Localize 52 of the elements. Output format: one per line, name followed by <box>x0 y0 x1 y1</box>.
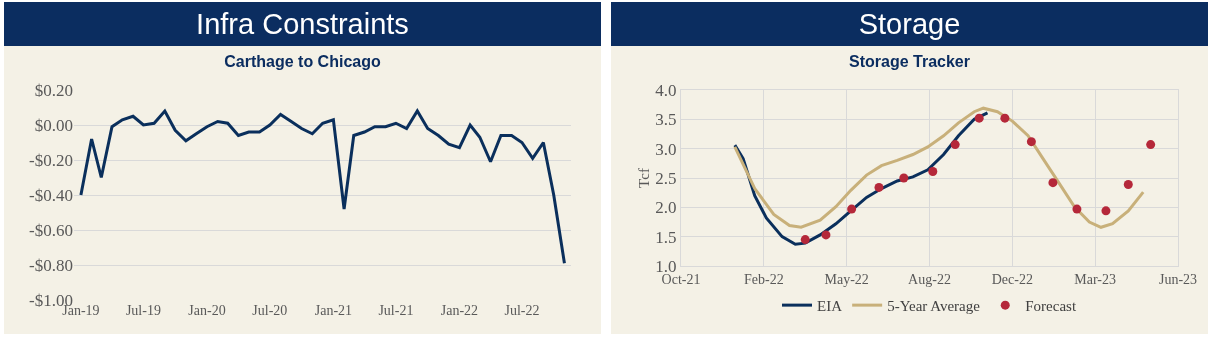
line-series <box>79 109 566 265</box>
y-tick-label: 3.0 <box>655 139 677 159</box>
chart-title: Storage <box>611 2 1208 46</box>
x-tick-label: Mar-23 <box>1074 271 1117 287</box>
point <box>1123 179 1133 189</box>
chart-subtitle: Carthage to Chicago <box>224 53 381 71</box>
y-tick-label: 2.5 <box>655 168 677 188</box>
y-tick-label: $0.20 <box>34 80 73 100</box>
x-tick-label: Aug-22 <box>908 271 951 287</box>
x-tick-label: Jun-23 <box>1158 271 1198 287</box>
point <box>974 113 984 123</box>
point <box>1072 204 1082 214</box>
point <box>1101 206 1111 216</box>
y-tick-label: -$0.80 <box>29 255 73 275</box>
point <box>928 167 938 177</box>
x-tick-label: Jan-20 <box>188 303 226 318</box>
x-tick-label: May-22 <box>824 271 869 287</box>
chart-subtitle: Storage Tracker <box>849 53 970 71</box>
line-series <box>733 111 989 246</box>
y-tick-label: -$0.40 <box>29 185 73 205</box>
y-axis-title: Tcf <box>635 168 652 188</box>
y-tick-label: -$0.20 <box>29 150 73 170</box>
x-tick-label: Oct-21 <box>661 271 701 287</box>
x-tick-label: Jan-22 <box>440 303 479 318</box>
point <box>899 173 909 183</box>
legend-label: Forecast <box>1025 297 1077 314</box>
point <box>1026 137 1036 147</box>
y-tick-label: 1.5 <box>655 227 677 247</box>
x-tick-label: Dec-22 <box>991 271 1033 287</box>
y-tick-label: -$0.60 <box>29 220 73 240</box>
line-series <box>733 106 1145 229</box>
x-tick-label: Feb-22 <box>743 271 784 287</box>
x-tick-label: Jul-22 <box>504 303 540 318</box>
point <box>800 235 810 245</box>
point <box>1146 140 1156 150</box>
point <box>874 182 884 192</box>
point <box>1000 113 1010 123</box>
chart-title: Infra Constraints <box>4 2 601 46</box>
legend-label: 5-Year Average <box>887 297 981 314</box>
y-tick-label: 4.0 <box>655 80 677 100</box>
x-tick-label: Jan-21 <box>314 303 353 318</box>
legend-label: EIA <box>817 297 843 314</box>
y-tick-label: 3.5 <box>655 110 677 130</box>
x-tick-label: Jul-21 <box>378 303 414 318</box>
x-tick-label: Jul-20 <box>252 303 288 318</box>
x-tick-label: Jul-19 <box>125 303 161 318</box>
point <box>950 140 960 150</box>
y-tick-label: $0.00 <box>34 115 73 135</box>
point <box>847 204 857 214</box>
point <box>1048 178 1058 188</box>
y-tick-label: 2.0 <box>655 198 677 218</box>
point <box>821 230 831 240</box>
